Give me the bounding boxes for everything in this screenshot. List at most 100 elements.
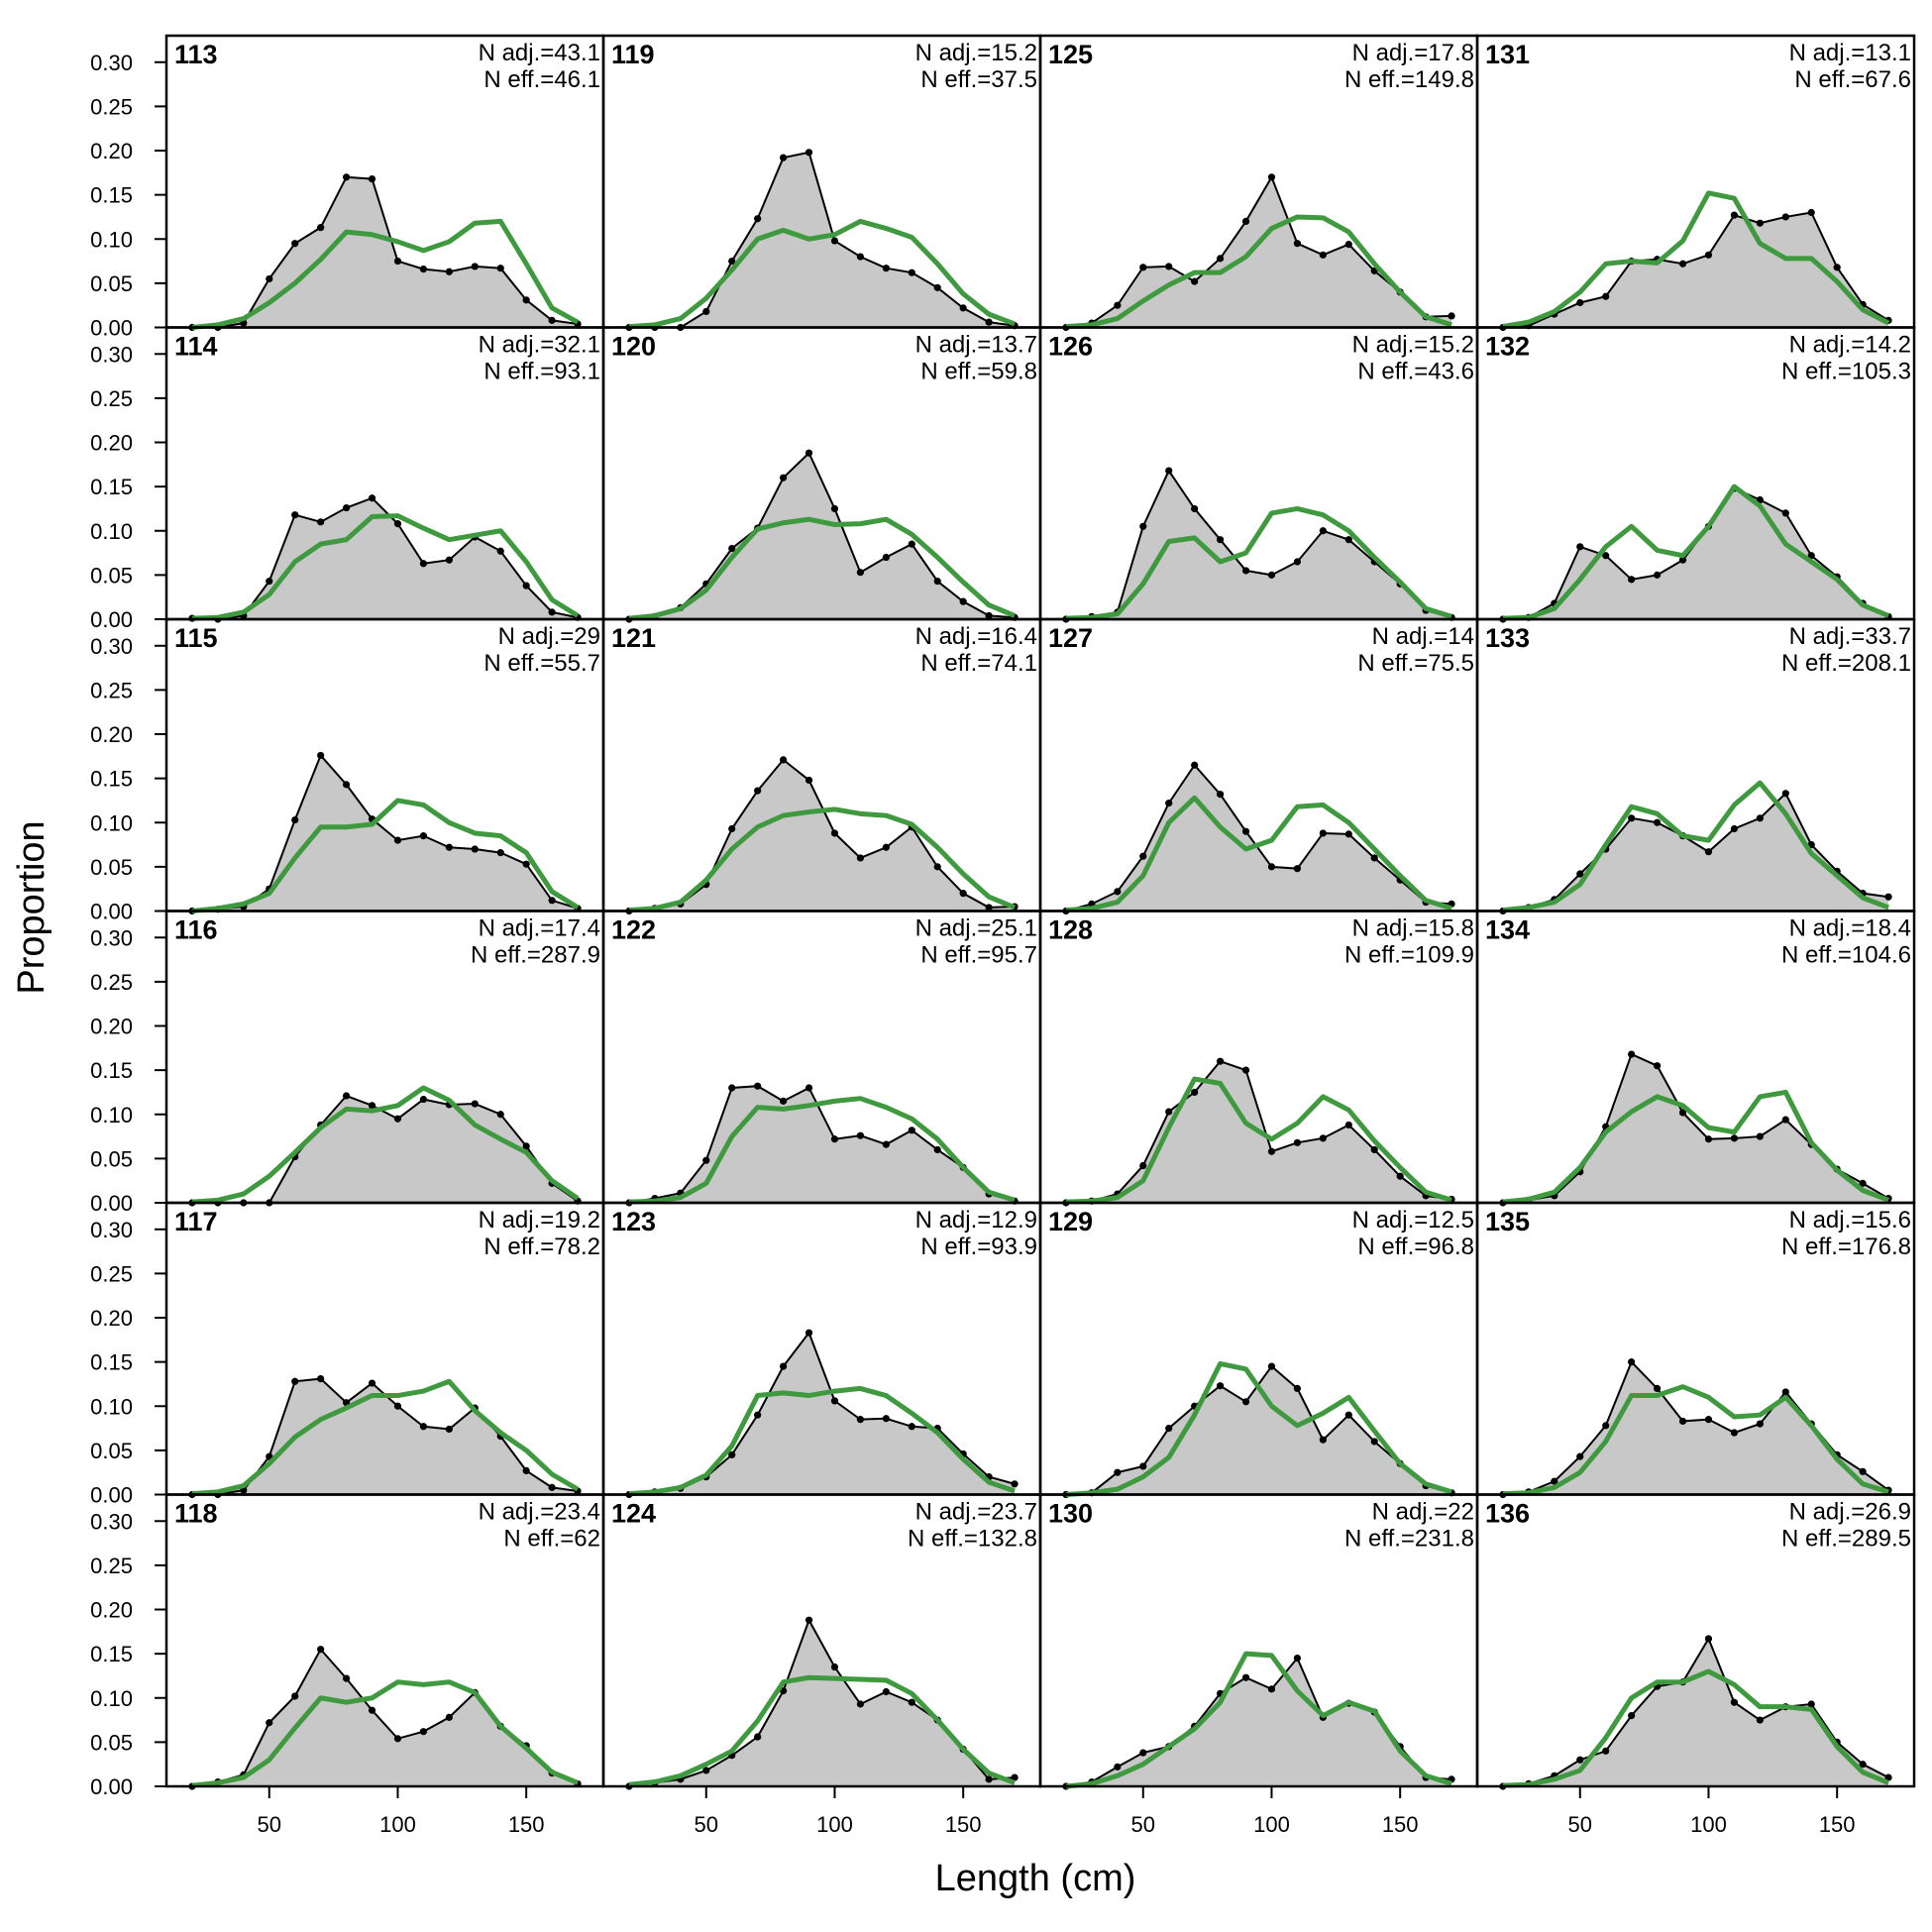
y-tick-label: 0.10: [90, 1686, 133, 1711]
observed-point: [522, 1466, 530, 1475]
observed-point: [830, 829, 839, 837]
observed-line: [1502, 1636, 1889, 1787]
observed-point: [1704, 848, 1713, 856]
observed-point: [728, 1084, 736, 1092]
observed-line: [628, 1085, 1016, 1204]
panel-119: 119 N adj.=15.2N eff.=37.5: [601, 34, 1042, 332]
n-adj-label: N adj.=17.4: [479, 915, 600, 942]
observed-point: [548, 608, 556, 616]
panel-label: 122: [611, 915, 656, 945]
observed-point: [1139, 264, 1147, 271]
observed-point: [393, 1735, 402, 1743]
observed-point: [393, 520, 402, 528]
panel-130: 130 N adj.=22N eff.=231.8 50 100 150: [1038, 1493, 1479, 1837]
observed-area: [1502, 212, 1889, 328]
y-tick-label: 0.20: [90, 1306, 133, 1331]
observed-point: [1191, 1088, 1199, 1097]
observed-point: [496, 265, 504, 272]
observed-point: [1216, 791, 1225, 799]
panel-label: 129: [1048, 1207, 1093, 1236]
y-tick-label: 0.15: [90, 1642, 133, 1666]
n-eff-label: N eff.=93.1: [483, 359, 600, 385]
observed-point: [291, 815, 299, 824]
y-tick-label: 0.20: [90, 139, 133, 163]
observed-point: [779, 154, 788, 161]
observed-point: [1756, 1716, 1764, 1724]
observed-point: [1704, 1635, 1713, 1643]
observed-point: [291, 1377, 299, 1385]
observed-point: [419, 560, 428, 568]
observed-point: [856, 253, 865, 261]
expected-line: [628, 1674, 1016, 1787]
observed-point: [1370, 1145, 1378, 1154]
n-eff-label: N eff.=74.1: [920, 650, 1037, 677]
observed-point: [445, 268, 453, 275]
panel-label: 114: [174, 332, 218, 362]
observed-point: [1807, 1700, 1815, 1708]
observed-point: [805, 776, 813, 785]
panel-117: 117 N adj.=19.2N eff.=78.2 0.00 0.05 0.10 0.1…: [90, 1201, 605, 1508]
observed-point: [830, 237, 839, 245]
observed-point: [445, 1425, 453, 1434]
observed-point: [933, 283, 941, 291]
panel-label: 124: [611, 1499, 656, 1529]
observed-point: [1139, 522, 1147, 530]
observed-point: [1781, 790, 1789, 798]
observed-point: [1730, 1698, 1739, 1706]
y-tick-label: 0.30: [90, 634, 133, 659]
observed-area: [1502, 1361, 1889, 1495]
n-adj-label: N adj.=43.1: [479, 40, 600, 66]
observed-point: [1216, 1057, 1225, 1065]
observed-point: [496, 547, 504, 555]
n-eff-label: N eff.=132.8: [908, 1526, 1037, 1553]
n-adj-label: N adj.=19.2: [479, 1207, 600, 1234]
expected-line: [1502, 1668, 1890, 1788]
observed-point: [882, 1415, 890, 1423]
n-eff-label: N eff.=95.7: [920, 942, 1037, 969]
x-tick-label: 50: [1568, 1812, 1592, 1837]
panel-label: 115: [174, 623, 218, 653]
expected-line: [628, 218, 1016, 330]
n-eff-label: N eff.=37.5: [920, 66, 1037, 93]
observed-point: [805, 1616, 813, 1624]
y-tick-label: 0.05: [90, 563, 133, 588]
y-tick-label: 0.30: [90, 1509, 133, 1534]
observed-point: [908, 1698, 915, 1706]
n-adj-label: N adj.=23.4: [479, 1499, 600, 1526]
panel-label: 131: [1485, 40, 1530, 69]
y-tick-label: 0.10: [90, 519, 133, 544]
observed-point: [830, 1397, 839, 1405]
observed-point: [728, 1450, 736, 1458]
n-adj-label: N adj.=33.7: [1789, 623, 1911, 650]
observed-point: [1576, 543, 1584, 551]
observed-point: [779, 1362, 788, 1370]
n-adj-label: N adj.=15.2: [915, 40, 1037, 66]
expected-line: [1502, 780, 1889, 913]
n-adj-label: N adj.=15.8: [1352, 915, 1474, 942]
observed-point: [317, 518, 325, 526]
panel-frame: [1475, 1493, 1916, 1788]
observed-point: [728, 257, 736, 266]
n-adj-label: N adj.=14: [1372, 623, 1474, 650]
observed-point: [393, 1402, 402, 1410]
panel-123: 123 N adj.=12.9N eff.=93.9: [601, 1201, 1042, 1499]
observed-point: [1344, 830, 1352, 838]
panel-label: 118: [174, 1499, 218, 1529]
panel-131: 131 N adj.=13.1N eff.=67.6: [1475, 34, 1916, 332]
observed-point: [1859, 1467, 1867, 1475]
observed-area: [191, 1378, 579, 1495]
observed-point: [1859, 1761, 1867, 1769]
observed-point: [754, 787, 762, 795]
observed-point: [1344, 1121, 1352, 1129]
observed-point: [1114, 1468, 1122, 1476]
observed-point: [419, 1728, 428, 1736]
n-eff-label: N eff.=78.2: [483, 1234, 600, 1260]
observed-point: [1267, 571, 1276, 579]
observed-point: [805, 149, 813, 157]
y-tick-label: 0.25: [90, 94, 133, 119]
observed-point: [1551, 1477, 1558, 1485]
observed-point: [1704, 1135, 1713, 1143]
observed-point: [882, 1687, 890, 1696]
observed-area: [628, 759, 1016, 912]
